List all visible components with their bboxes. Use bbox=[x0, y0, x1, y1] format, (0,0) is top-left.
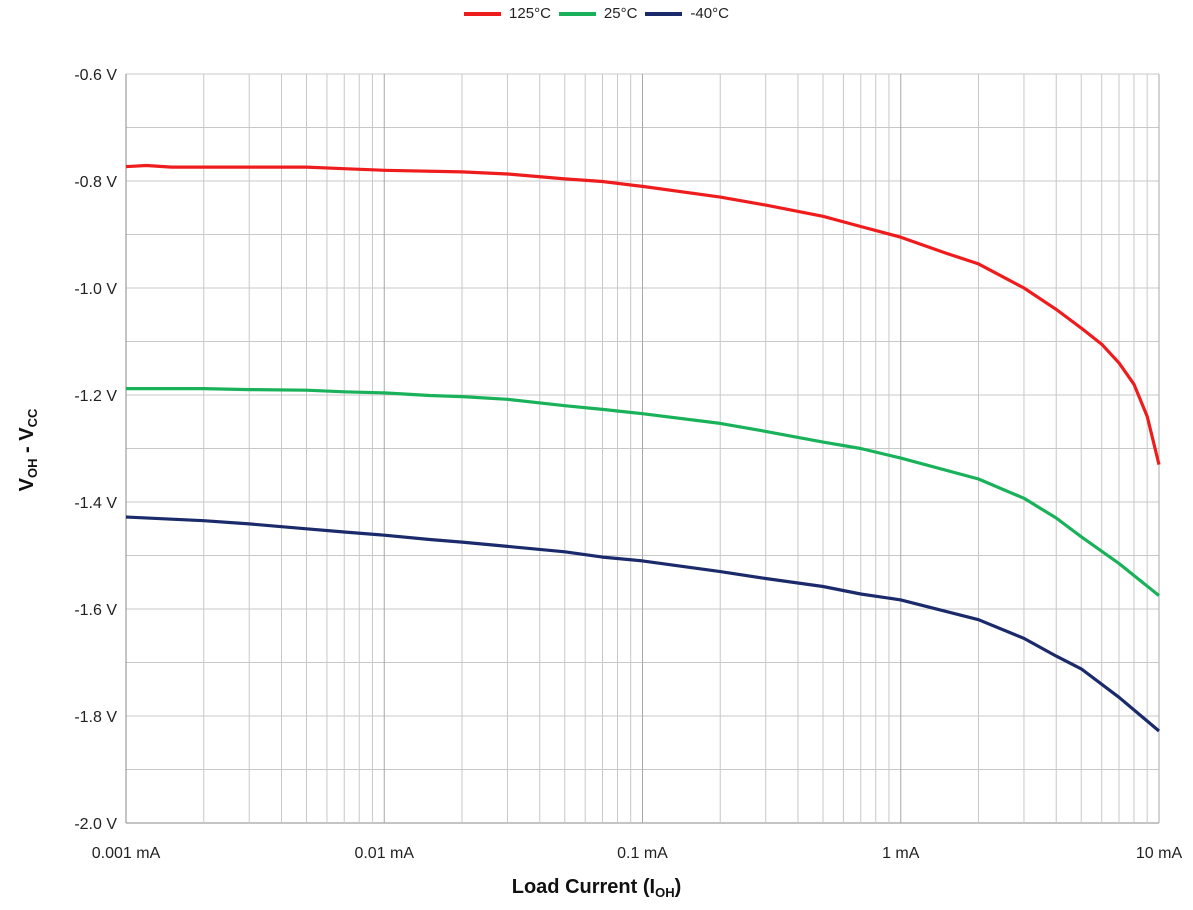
y-axis-title-sub2: CC bbox=[25, 408, 40, 428]
x-tick-label: 0.001 mA bbox=[92, 845, 161, 862]
legend-item-minus40c: -40°C bbox=[645, 5, 729, 22]
y-tick-label: -2.0 V bbox=[74, 816, 117, 833]
legend-label-125c: 125°C bbox=[509, 5, 551, 22]
x-tick-label: 1 mA bbox=[882, 845, 920, 862]
legend-swatch-minus40c bbox=[645, 11, 683, 16]
y-axis-title-v1: V bbox=[16, 478, 38, 492]
y-tick-label: -1.6 V bbox=[74, 602, 117, 619]
y-tick-label: -1.8 V bbox=[74, 709, 117, 726]
x-axis-title-sub: OH bbox=[655, 885, 675, 900]
grid-lines bbox=[125, 73, 1160, 824]
legend-label-25c: 25°C bbox=[603, 5, 638, 22]
legend-label-minus40c: -40°C bbox=[690, 5, 729, 22]
x-tick-labels: 0.001 mA 0.01 mA 0.1 mA 1 mA 10 mA bbox=[92, 845, 1183, 862]
x-tick-label: 0.01 mA bbox=[354, 845, 414, 862]
y-tick-label: -0.8 V bbox=[74, 174, 117, 191]
legend-item-125c: 125°C bbox=[464, 5, 551, 22]
x-tick-label: 10 mA bbox=[1136, 845, 1183, 862]
x-axis-title-end: ) bbox=[674, 876, 682, 898]
series-line-1 bbox=[126, 387, 1161, 597]
legend-swatch-125c bbox=[464, 11, 502, 16]
series-lines bbox=[125, 163, 1161, 733]
y-axis-title-mid: - V bbox=[16, 427, 38, 459]
legend: 125°C 25°C -40°C bbox=[0, 5, 1193, 22]
x-tick-label: 0.1 mA bbox=[617, 845, 668, 862]
x-axis-title: Load Current (IOH) bbox=[0, 876, 1193, 900]
series-line-0 bbox=[125, 163, 1161, 465]
y-tick-label: -1.0 V bbox=[74, 281, 117, 298]
y-tick-label: -1.2 V bbox=[74, 388, 117, 405]
legend-swatch-25c bbox=[558, 11, 596, 16]
y-tick-label: -0.6 V bbox=[74, 67, 117, 84]
x-axis-title-main: Load Current (I bbox=[511, 876, 656, 898]
y-tick-label: -1.4 V bbox=[74, 495, 117, 512]
series-line-2 bbox=[125, 515, 1161, 733]
y-tick-labels: -0.6 V -0.8 V -1.0 V -1.2 V -1.4 V -1.6 V -1.8… bbox=[74, 67, 117, 833]
y-axis-title: VOH - VCC bbox=[16, 409, 40, 492]
y-axis-title-sub1: OH bbox=[25, 458, 40, 479]
legend-item-25c: 25°C bbox=[558, 5, 638, 22]
